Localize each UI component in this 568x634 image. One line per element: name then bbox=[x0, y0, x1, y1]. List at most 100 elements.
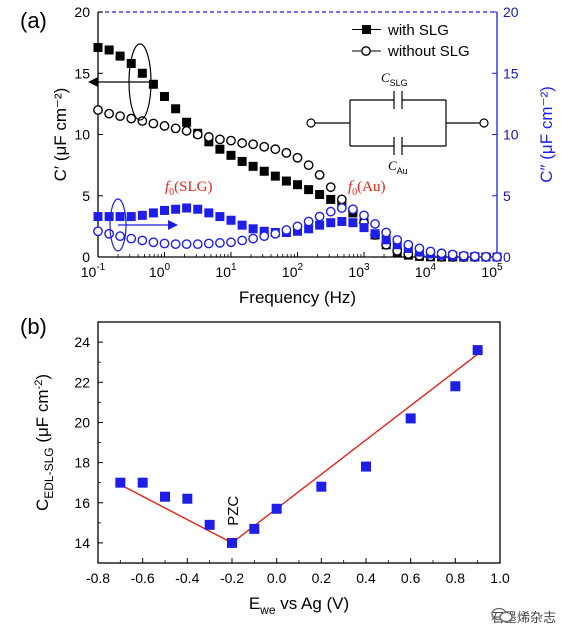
y-right-tick-label: 0 bbox=[503, 249, 511, 265]
data-point-square bbox=[204, 208, 214, 218]
x-tick-label: 100 bbox=[149, 262, 171, 280]
legend: with SLG without SLG bbox=[352, 22, 470, 60]
y-right-tick-label: 5 bbox=[503, 188, 511, 204]
arrow-head bbox=[168, 220, 178, 230]
x-tick-label: 1.0 bbox=[490, 570, 510, 586]
panel-label-a: (a) bbox=[20, 8, 47, 33]
panel-a: 10-1 100 101 102 103 104 1050510152005101520Fr… bbox=[20, 4, 556, 307]
x-axis-label: Ewe vs Ag (V) bbox=[249, 594, 349, 617]
data-point-circle bbox=[104, 228, 115, 239]
data-point-circle bbox=[181, 239, 192, 250]
data-point-square bbox=[315, 190, 325, 200]
data-point-circle bbox=[436, 248, 447, 259]
data-point-square bbox=[304, 185, 314, 195]
data-point-circle bbox=[414, 243, 425, 254]
data-point-square bbox=[405, 413, 416, 424]
data-point-square bbox=[160, 491, 170, 502]
data-point-circle bbox=[314, 170, 325, 180]
data-point-square bbox=[115, 477, 126, 488]
data-point-square bbox=[472, 345, 483, 356]
data-point-circle bbox=[93, 226, 103, 237]
y-tick-label: 16 bbox=[74, 495, 90, 511]
data-point-circle bbox=[270, 228, 281, 239]
fit-line bbox=[120, 484, 233, 544]
legend-label: without SLG bbox=[387, 43, 470, 60]
data-point-circle bbox=[215, 238, 225, 248]
x-tick-label: 104 bbox=[415, 262, 437, 280]
data-point-circle bbox=[303, 160, 314, 171]
data-point-square bbox=[104, 212, 114, 222]
y-left-axis-label: C′ (μF cm⁻²) bbox=[51, 88, 70, 182]
data-point-circle bbox=[314, 211, 325, 222]
circuit-terminal bbox=[479, 118, 489, 128]
x-tick-label: 0.2 bbox=[312, 570, 332, 586]
data-point-circle bbox=[93, 105, 103, 115]
data-point-circle bbox=[447, 249, 458, 260]
x-tick-label: 0.8 bbox=[446, 570, 466, 586]
y-right-axis-label: C″ (μF cm⁻²) bbox=[537, 86, 556, 183]
circuit-diagram: CSLG CAu bbox=[306, 70, 489, 176]
data-point-square bbox=[215, 212, 225, 222]
data-point-square bbox=[215, 144, 225, 154]
data-point-square bbox=[337, 216, 347, 226]
y-left-tick-label: 15 bbox=[74, 65, 90, 81]
data-point-circle bbox=[170, 239, 181, 250]
data-point-square bbox=[359, 223, 369, 233]
x-tick-label: 101 bbox=[215, 262, 237, 280]
x-tick-label: 0.0 bbox=[267, 570, 287, 586]
data-point-circle bbox=[325, 182, 336, 193]
data-point-circle bbox=[237, 235, 248, 246]
legend-label: with SLG bbox=[387, 22, 449, 39]
plot-frame bbox=[97, 321, 501, 564]
data-point-square bbox=[126, 212, 136, 222]
x-tick-label: 102 bbox=[282, 262, 304, 280]
x-tick-label: -0.8 bbox=[86, 570, 110, 586]
data-point-square bbox=[248, 224, 258, 234]
data-point-circle bbox=[237, 138, 248, 148]
data-point-circle bbox=[170, 123, 181, 134]
data-point-square bbox=[370, 229, 380, 239]
data-point-square bbox=[182, 117, 192, 127]
annotation-pzc: PZC bbox=[225, 496, 242, 526]
data-point-circle bbox=[270, 144, 281, 155]
data-point-square bbox=[259, 166, 269, 176]
data-point-circle bbox=[126, 113, 137, 124]
data-point-circle bbox=[248, 139, 259, 150]
data-point-circle bbox=[359, 210, 369, 221]
data-point-circle bbox=[303, 216, 314, 227]
data-point-square bbox=[93, 43, 103, 53]
y-left-tick-label: 5 bbox=[82, 188, 90, 204]
data-point-square bbox=[326, 194, 336, 204]
data-point-square bbox=[293, 180, 302, 190]
data-point-circle bbox=[148, 118, 159, 129]
data-point-circle bbox=[425, 246, 436, 257]
y-tick-label: 18 bbox=[74, 455, 90, 471]
x-axis-label: Frequency (Hz) bbox=[239, 288, 356, 307]
data-point-circle bbox=[381, 227, 392, 238]
circuit-terminal bbox=[306, 118, 316, 128]
data-point-circle bbox=[469, 251, 480, 262]
data-point-square bbox=[315, 220, 325, 230]
data-point-circle bbox=[126, 233, 137, 244]
y-right-tick-label: 10 bbox=[503, 127, 519, 143]
data-point-circle bbox=[115, 231, 126, 242]
fit-line bbox=[231, 353, 479, 544]
data-point-square bbox=[204, 519, 215, 530]
data-point-square bbox=[226, 215, 236, 225]
data-point-square bbox=[326, 218, 336, 228]
y-axis-label: CEDL-SLG (μF cm-2) bbox=[33, 374, 56, 511]
data-point-circle bbox=[259, 141, 270, 152]
data-point-circle bbox=[104, 108, 115, 119]
wechat-icon bbox=[491, 607, 513, 623]
panel-label-b: (b) bbox=[20, 314, 47, 339]
data-point-circle bbox=[281, 225, 292, 235]
y-right-tick-label: 20 bbox=[503, 4, 519, 20]
annotation-f0-au: f0(Au) bbox=[348, 179, 386, 198]
x-tick-label: -0.2 bbox=[220, 570, 244, 586]
x-tick-label: 0.4 bbox=[356, 570, 376, 586]
x-tick-label: 103 bbox=[348, 262, 370, 280]
data-point-circle bbox=[115, 111, 126, 122]
data-point-circle bbox=[458, 250, 469, 261]
